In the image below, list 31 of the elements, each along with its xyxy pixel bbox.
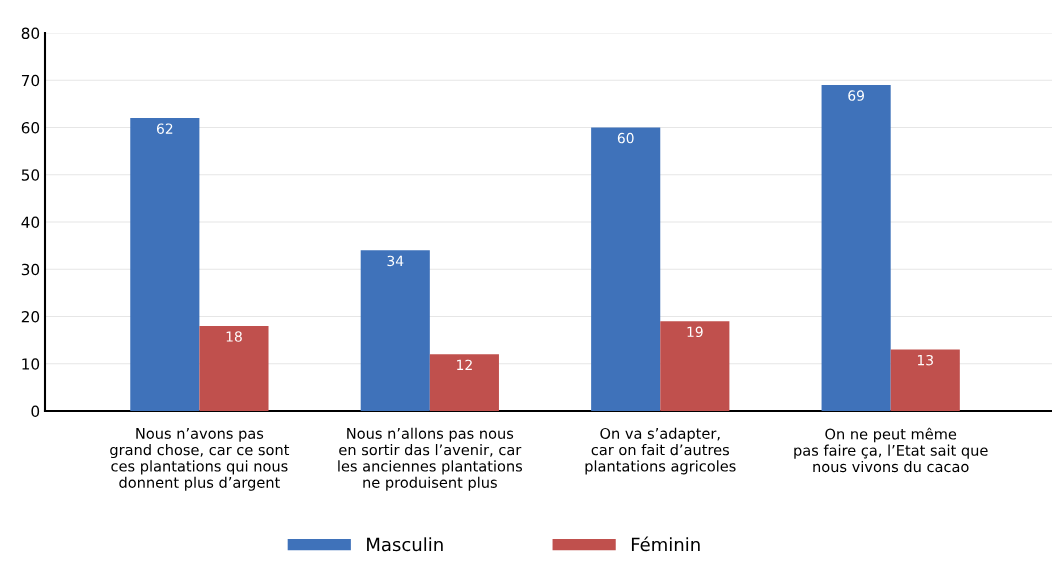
data-label: 12 <box>457 359 472 370</box>
bar <box>660 321 730 411</box>
x-tick-label: On ne peut même pas faire ça, l’Etat sait que nous vivons du cacao <box>794 427 988 473</box>
x-tick-label: Nous n’allons pas nous en sortir das l’avenir, car les anciennes plantations ne produisent plus <box>338 427 523 491</box>
bar <box>429 354 499 411</box>
data-label: 13 <box>917 354 933 366</box>
y-tick-label: 60 <box>21 121 40 134</box>
bar <box>360 250 430 411</box>
data-label: 62 <box>156 123 173 134</box>
y-tick-label: 10 <box>22 358 40 370</box>
legend-label: Masculin <box>367 537 443 552</box>
y-tick-label: 80 <box>21 27 40 40</box>
bar <box>890 349 960 411</box>
bar <box>130 118 200 411</box>
y-tick-label: 70 <box>21 74 40 87</box>
x-tick-label: Nous n’avons pas grand chose, car ce sont ces plantations qui nous donnent plus d’argent <box>110 428 290 491</box>
data-label: 19 <box>687 326 703 338</box>
bar <box>199 325 269 411</box>
y-tick-label: 40 <box>21 216 40 229</box>
y-tick-label: 0 <box>31 405 40 418</box>
data-label: 60 <box>617 132 634 144</box>
bar <box>821 84 891 411</box>
data-label: 18 <box>226 331 242 342</box>
y-tick-label: 30 <box>21 263 40 276</box>
data-label: 34 <box>387 255 404 267</box>
y-tick-label: 20 <box>21 310 40 323</box>
legend-label: Féminin <box>631 536 700 552</box>
bar <box>591 127 661 411</box>
y-tick-label: 50 <box>21 169 40 181</box>
x-tick-label: On va s’adapter, car on fait d’autres plantations agricoles <box>585 427 736 475</box>
data-label: 69 <box>848 90 864 101</box>
